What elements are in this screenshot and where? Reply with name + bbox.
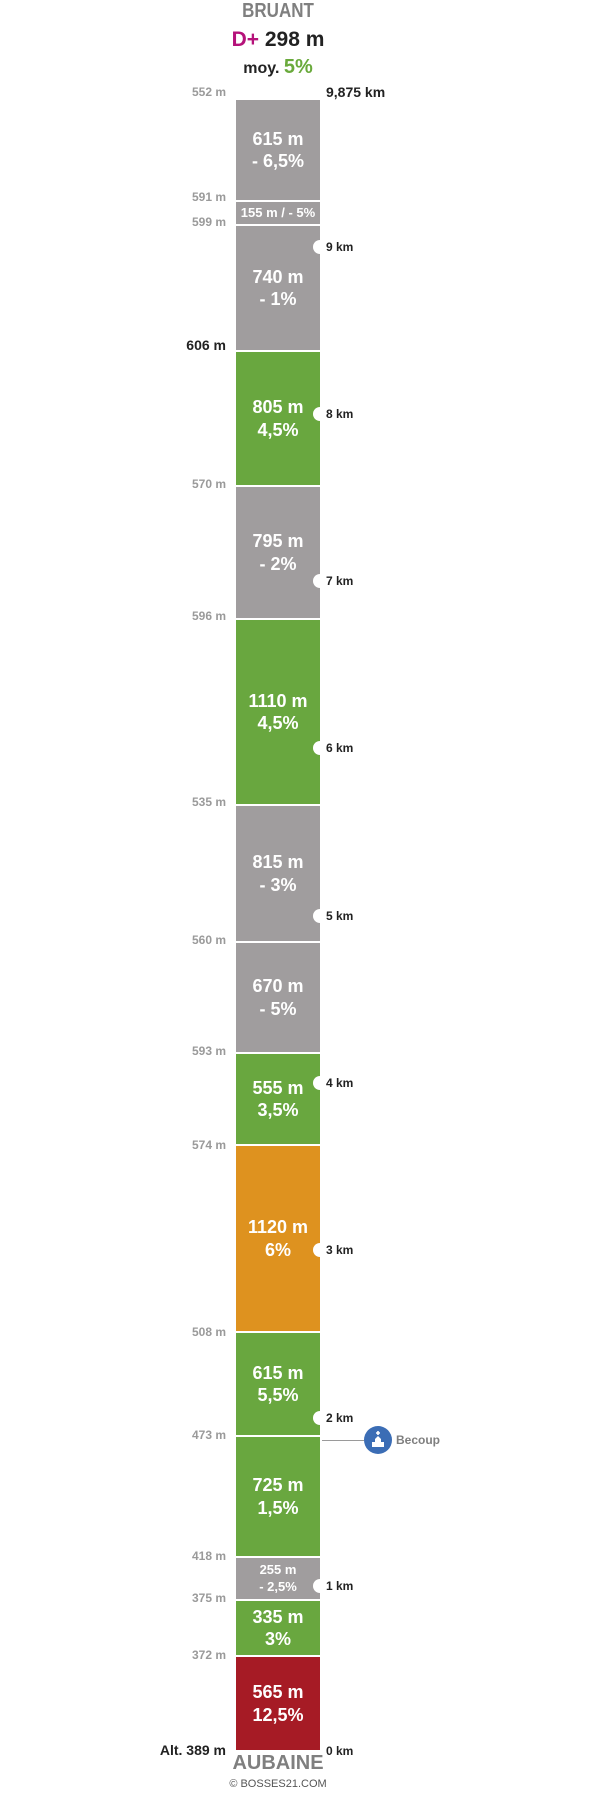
- km-marker-label: 5 km: [326, 909, 354, 923]
- climb-segment: 255 m- 2,5%: [236, 1558, 320, 1601]
- average-gradient-label: moy.: [243, 60, 280, 77]
- climb-segment: 670 m- 5%: [236, 943, 320, 1054]
- altitude-label: 570 m: [191, 477, 226, 491]
- km-notch: [313, 1411, 327, 1425]
- km-marker-label: 2 km: [326, 1411, 354, 1425]
- elevation-gain-value: 298 m: [264, 28, 325, 51]
- segment-length: 335 m: [252, 1606, 304, 1627]
- km-notch: [313, 574, 327, 588]
- km-marker-label: 9,875 km: [326, 84, 386, 100]
- segment-gradient: - 2%: [259, 553, 297, 574]
- km-marker-label: 8 km: [326, 407, 354, 421]
- climb-segment: 740 m- 1%: [236, 226, 320, 352]
- segment-length: 815 m: [252, 852, 304, 872]
- segment-gradient: 4,5%: [257, 419, 299, 440]
- km-notch: [313, 407, 327, 421]
- segment-gradient: - 1%: [259, 289, 297, 309]
- altitude-label: 473 m: [191, 1428, 226, 1442]
- segment-length: 555 m: [252, 1077, 304, 1098]
- segment-length: 740 m: [252, 266, 304, 287]
- average-gradient-value: 5%: [283, 56, 313, 78]
- segment-length: 725 m: [252, 1475, 304, 1495]
- church-icon: [364, 1426, 392, 1454]
- segment-length: 1120 m: [247, 1217, 309, 1237]
- altitude-label: 574 m: [191, 1138, 226, 1152]
- segment-gradient: 3,5%: [257, 1100, 299, 1120]
- climb-segment: 725 m 1,5%: [236, 1437, 320, 1558]
- altitude-label: 552 m: [191, 85, 226, 99]
- segment-gradient: - 6,5%: [251, 151, 305, 171]
- segment-length: 670 m: [252, 976, 304, 996]
- climb-segment: 565 m 12,5%: [236, 1657, 320, 1752]
- altitude-label: 560 m: [191, 933, 226, 947]
- km-marker-label: 4 km: [326, 1076, 354, 1090]
- segment-gradient: 3%: [264, 1629, 291, 1649]
- climb-segment: 155 m / - 5%: [236, 202, 320, 226]
- km-notch: [313, 1579, 327, 1593]
- segment-length: 795 m: [252, 531, 304, 551]
- credit-text: © BOSSES21.COM: [229, 1778, 327, 1790]
- segment-length: 565 m: [252, 1682, 304, 1702]
- km-notch: [313, 1243, 327, 1257]
- altitude-label: Alt. 389 m: [159, 1742, 226, 1758]
- segment-gradient: - 3%: [259, 874, 297, 895]
- altitude-label: 606 m: [186, 337, 226, 353]
- segment-length: 805 m: [252, 397, 304, 417]
- segment-gradient: - 5%: [259, 998, 297, 1019]
- segment-gradient: 1,5%: [257, 1497, 299, 1518]
- climb-segment: 795 m- 2%: [236, 487, 320, 620]
- km-notch: [313, 240, 327, 254]
- elevation-gain-label: D+: [231, 28, 260, 51]
- segment-length: 615 m: [252, 1362, 304, 1383]
- km-marker-label: 9 km: [326, 240, 354, 254]
- altitude-label: 599 m: [191, 215, 226, 229]
- bottom-location-name: AUBAINE: [232, 1752, 324, 1774]
- km-notch: [313, 741, 327, 755]
- km-marker-label: 0 km: [326, 1744, 354, 1758]
- climb-segment: 815 m- 3%: [236, 806, 320, 943]
- segment-gradient: 5,5%: [257, 1385, 299, 1405]
- altitude-label: 418 m: [191, 1549, 226, 1563]
- climb-segment: 335 m 3%: [236, 1601, 320, 1657]
- climb-segment: 615 m- 6,5%: [236, 100, 320, 202]
- altitude-label: 591 m: [191, 190, 226, 204]
- climb-segment: 1120 m 6%: [236, 1146, 320, 1333]
- segment-gradient: 6%: [264, 1239, 291, 1260]
- top-location-name: BRUANT: [242, 0, 314, 22]
- km-marker-label: 6 km: [326, 741, 354, 755]
- climb-segment: 1110 m 4,5%: [236, 620, 320, 806]
- segment-length: 155 m / - 5%: [240, 204, 316, 220]
- poi-leader-line: [322, 1440, 364, 1441]
- climb-segment: 615 m 5,5%: [236, 1333, 320, 1437]
- average-gradient: moy. 5%: [0, 56, 556, 79]
- km-marker-label: 1 km: [326, 1579, 354, 1593]
- segment-gradient: 12,5%: [252, 1704, 304, 1725]
- km-notch: [313, 909, 327, 923]
- altitude-label: 508 m: [191, 1325, 226, 1339]
- km-notch: [313, 1076, 327, 1090]
- elevation-gain: D+ 298 m: [0, 28, 556, 52]
- segment-gradient: 4,5%: [257, 713, 299, 733]
- poi-label: Becoup: [396, 1433, 441, 1447]
- altitude-label: 375 m: [191, 1591, 226, 1605]
- altitude-label: 596 m: [191, 609, 226, 623]
- climb-segment: 805 m 4,5%: [236, 352, 320, 487]
- segment-gradient: - 2,5%: [259, 1578, 297, 1594]
- climb-segment: 555 m 3,5%: [236, 1054, 320, 1146]
- segment-length: 255 m: [259, 1562, 297, 1578]
- segment-length: 615 m: [252, 128, 304, 149]
- km-marker-label: 3 km: [326, 1243, 354, 1257]
- altitude-label: 593 m: [191, 1044, 226, 1058]
- altitude-label: 535 m: [191, 795, 226, 809]
- altitude-label: 372 m: [191, 1648, 226, 1662]
- segment-length: 1110 m: [248, 690, 308, 711]
- km-marker-label: 7 km: [326, 574, 354, 588]
